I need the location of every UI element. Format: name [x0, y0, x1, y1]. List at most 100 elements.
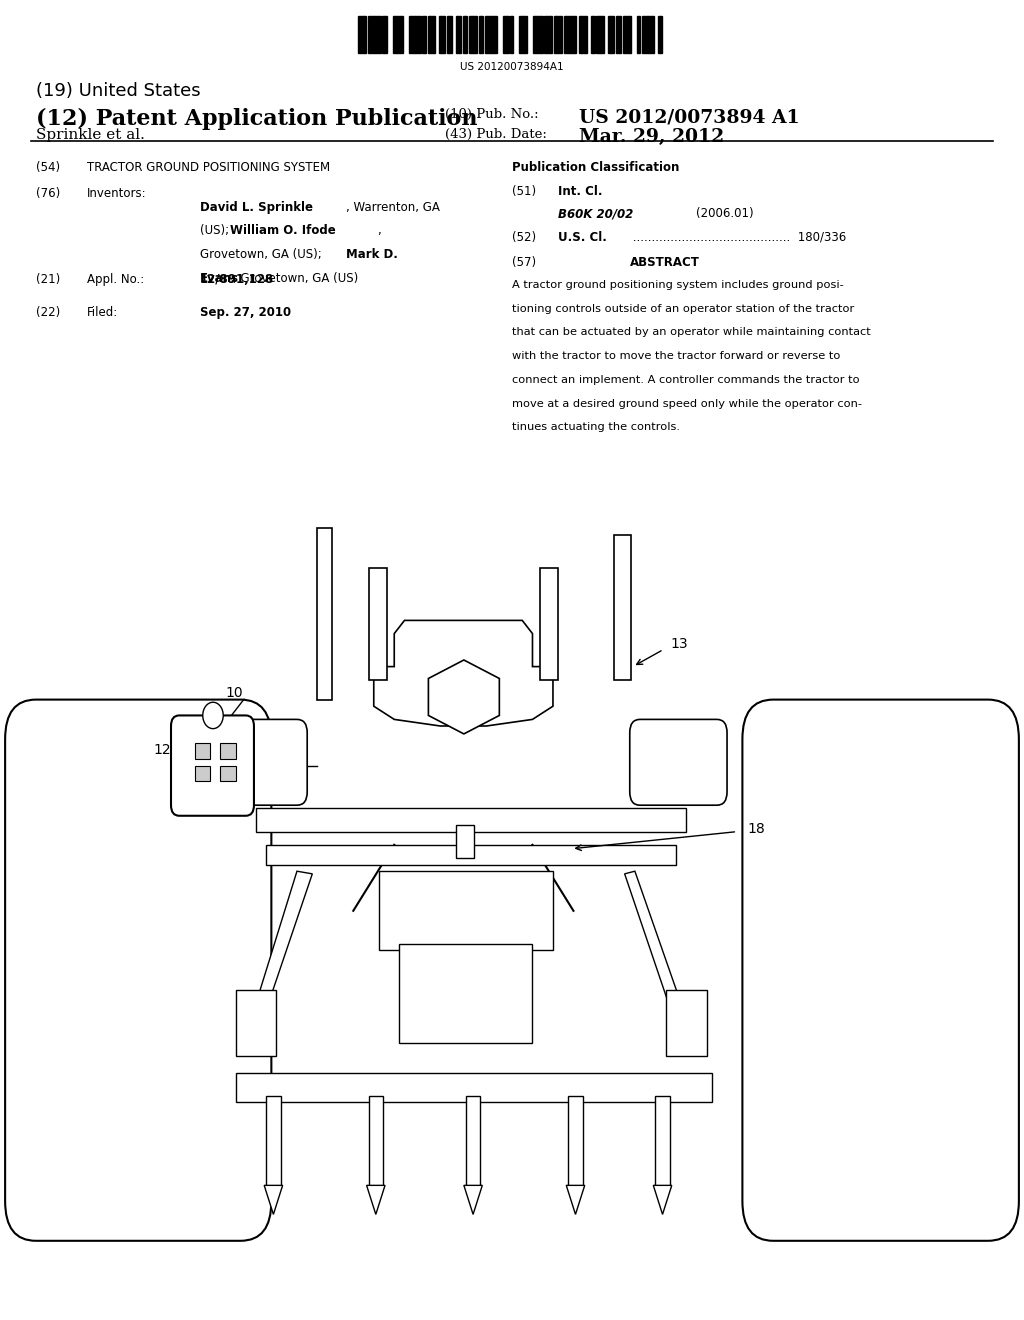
Polygon shape — [566, 1185, 585, 1214]
Bar — [480, 16, 482, 53]
Text: US 20120073894A1: US 20120073894A1 — [460, 62, 564, 73]
Bar — [537, 16, 543, 53]
Bar — [236, 1073, 712, 1102]
Text: that can be actuated by an operator while maintaining contact: that can be actuated by an operator whil… — [512, 327, 870, 338]
FancyBboxPatch shape — [5, 700, 271, 1241]
Bar — [551, 16, 552, 53]
Bar — [428, 16, 429, 53]
Bar — [365, 16, 366, 53]
Bar — [666, 990, 707, 1056]
Bar — [532, 16, 537, 53]
Bar — [620, 16, 622, 53]
Text: Sep. 27, 2010: Sep. 27, 2010 — [200, 306, 291, 319]
Bar — [236, 990, 276, 1056]
Bar — [655, 1096, 670, 1188]
Polygon shape — [464, 1185, 482, 1214]
Bar — [638, 16, 640, 53]
Bar — [415, 16, 421, 53]
Bar — [195, 766, 210, 781]
Bar — [614, 535, 631, 680]
Text: with the tractor to move the tractor forward or reverse to: with the tractor to move the tractor for… — [512, 351, 841, 362]
Bar — [629, 16, 631, 53]
Text: (2006.01): (2006.01) — [696, 207, 754, 220]
Text: (21): (21) — [36, 273, 60, 286]
Text: B60K 20/02: B60K 20/02 — [558, 207, 633, 220]
Text: Publication Classification: Publication Classification — [512, 161, 679, 174]
Bar — [441, 16, 445, 53]
Bar — [637, 16, 638, 53]
Bar — [423, 16, 425, 53]
Bar — [556, 16, 562, 53]
Bar — [579, 16, 581, 53]
Text: tinues actuating the controls.: tinues actuating the controls. — [512, 422, 680, 433]
Bar — [369, 1096, 383, 1188]
Bar — [429, 16, 435, 53]
Text: 13: 13 — [671, 638, 688, 651]
Text: Grovetown, GA (US);: Grovetown, GA (US); — [200, 248, 326, 261]
Text: (US);: (US); — [200, 224, 232, 238]
Text: Int. Cl.: Int. Cl. — [558, 185, 602, 198]
Polygon shape — [653, 1185, 672, 1214]
Text: U.S. Cl.: U.S. Cl. — [558, 231, 607, 244]
Bar — [596, 16, 600, 53]
Polygon shape — [367, 1185, 385, 1214]
Polygon shape — [625, 871, 681, 1010]
Bar — [456, 825, 474, 858]
Bar — [456, 16, 460, 53]
Bar — [610, 16, 613, 53]
Text: (76): (76) — [36, 187, 60, 201]
Bar — [581, 16, 587, 53]
Bar — [379, 871, 553, 950]
FancyBboxPatch shape — [171, 715, 254, 816]
Text: move at a desired ground speed only while the operator con-: move at a desired ground speed only whil… — [512, 399, 862, 409]
Text: 12: 12 — [154, 743, 171, 756]
Text: ABSTRACT: ABSTRACT — [630, 256, 699, 269]
Bar — [369, 16, 375, 53]
Bar — [503, 16, 507, 53]
Bar — [512, 16, 513, 53]
Bar — [568, 1096, 583, 1188]
Text: US 2012/0073894 A1: US 2012/0073894 A1 — [579, 108, 799, 127]
Bar — [570, 16, 577, 53]
Text: (12) Patent Application Publication: (12) Patent Application Publication — [36, 108, 477, 131]
Bar — [446, 16, 449, 53]
Text: TRACTOR GROUND POSITIONING SYSTEM: TRACTOR GROUND POSITIONING SYSTEM — [87, 161, 330, 174]
Text: ..........................................  180/336: ........................................… — [629, 231, 846, 244]
Bar — [593, 16, 595, 53]
Text: (51): (51) — [512, 185, 537, 198]
Text: (22): (22) — [36, 306, 60, 319]
Text: (43) Pub. Date:: (43) Pub. Date: — [445, 128, 547, 141]
FancyBboxPatch shape — [742, 700, 1019, 1241]
Bar — [384, 16, 387, 53]
Bar — [591, 16, 593, 53]
Bar — [492, 16, 497, 53]
Text: Inventors:: Inventors: — [87, 187, 146, 201]
Polygon shape — [256, 871, 312, 1010]
Text: (52): (52) — [512, 231, 537, 244]
Text: (54): (54) — [36, 161, 60, 174]
Bar — [369, 568, 387, 680]
Bar — [519, 16, 523, 53]
Bar — [317, 528, 332, 700]
Bar — [545, 16, 551, 53]
Bar — [607, 16, 610, 53]
Text: , Grovetown, GA (US): , Grovetown, GA (US) — [233, 272, 358, 285]
Text: 18: 18 — [748, 822, 765, 836]
Bar — [266, 845, 676, 865]
Polygon shape — [428, 660, 500, 734]
Bar — [358, 16, 365, 53]
Text: Sprinkle et al.: Sprinkle et al. — [36, 128, 144, 143]
Bar — [510, 16, 512, 53]
Bar — [616, 16, 620, 53]
Bar — [392, 16, 396, 53]
Bar — [256, 808, 686, 832]
Bar — [479, 16, 480, 53]
Bar — [220, 766, 236, 781]
Text: , Warrenton, GA: , Warrenton, GA — [346, 201, 440, 214]
Bar — [220, 743, 236, 759]
Text: Mark D.: Mark D. — [346, 248, 398, 261]
Bar — [409, 16, 415, 53]
Circle shape — [203, 702, 223, 729]
Text: ,: , — [377, 224, 381, 238]
Bar — [463, 16, 465, 53]
